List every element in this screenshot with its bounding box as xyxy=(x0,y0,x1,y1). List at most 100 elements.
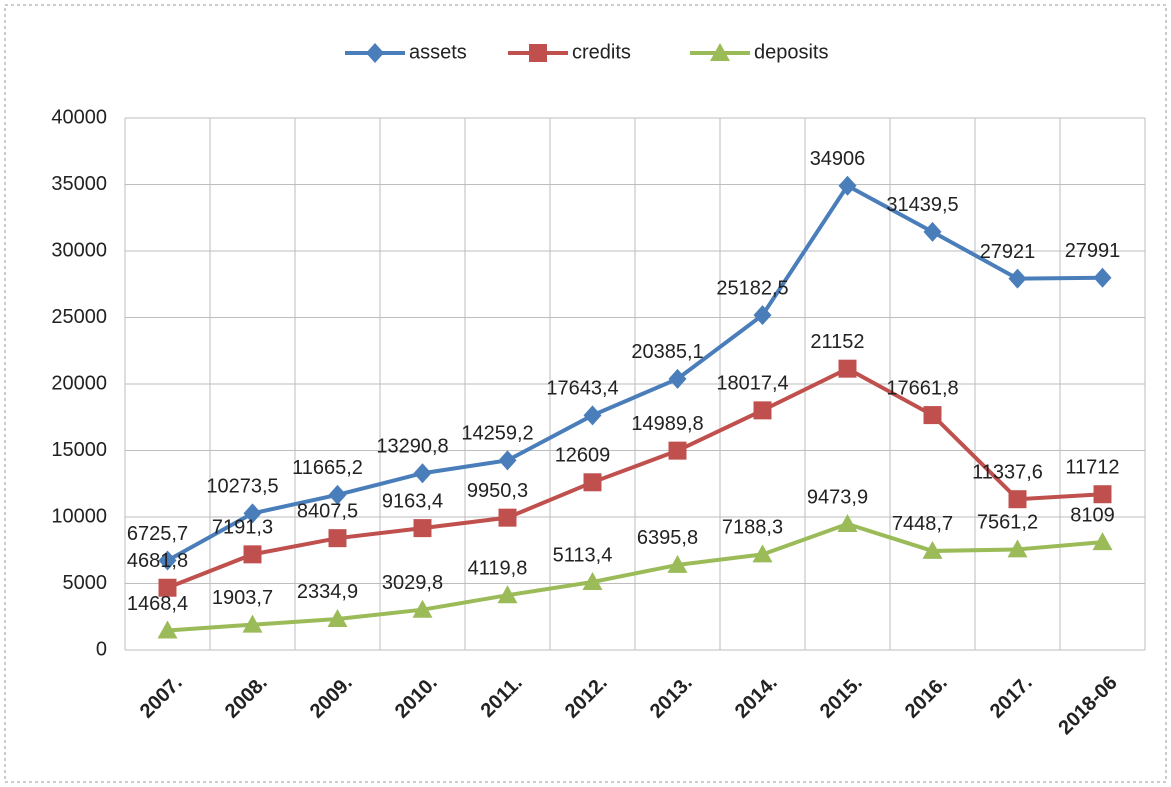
marker xyxy=(157,620,178,639)
marker xyxy=(366,43,384,63)
marker xyxy=(582,571,603,590)
marker xyxy=(413,463,432,484)
data-label: 21152 xyxy=(810,331,864,353)
data-label: 5113,4 xyxy=(553,544,613,566)
marker xyxy=(412,599,433,618)
data-label: 7561,2 xyxy=(977,512,1038,534)
legend-label: deposits xyxy=(754,41,829,63)
y-tick-label: 30000 xyxy=(51,239,107,261)
marker xyxy=(158,550,177,571)
data-label: 9950,3 xyxy=(467,480,528,502)
data-label: 14259,2 xyxy=(461,423,533,445)
data-label: 8407,5 xyxy=(297,500,358,522)
data-label: 9473,9 xyxy=(807,486,868,508)
y-tick-label: 40000 xyxy=(51,106,107,128)
data-label: 13290,8 xyxy=(376,436,448,458)
marker xyxy=(583,405,602,426)
data-label: 14989,8 xyxy=(631,413,703,435)
marker xyxy=(923,221,942,242)
marker xyxy=(837,513,858,532)
marker xyxy=(667,554,688,573)
data-label: 4119,8 xyxy=(468,557,528,579)
data-label: 2334,9 xyxy=(297,581,358,603)
marker xyxy=(668,441,687,460)
data-label: 9163,4 xyxy=(382,490,443,512)
marker xyxy=(242,614,263,633)
data-label: 7191,3 xyxy=(212,517,273,539)
x-tick-label: 2015. xyxy=(816,672,867,723)
series-line xyxy=(167,521,1103,633)
marker xyxy=(922,540,943,559)
data-label: 20385,1 xyxy=(631,341,703,363)
marker xyxy=(583,473,602,492)
series-line xyxy=(166,366,1103,590)
x-tick-label: 2017. xyxy=(986,672,1037,723)
data-label: 10273,5 xyxy=(206,476,278,498)
marker xyxy=(753,305,772,326)
data-label: 6395,8 xyxy=(637,527,698,549)
x-tick-label: 2014. xyxy=(731,672,782,723)
marker xyxy=(158,578,177,597)
marker xyxy=(498,450,517,471)
x-tick-label: 2018-06 xyxy=(1054,672,1121,739)
data-label: 17643,4 xyxy=(546,378,618,400)
frame xyxy=(4,4,1167,783)
x-tick-label: 2012. xyxy=(561,672,612,723)
data-label: 27991 xyxy=(1065,240,1121,262)
y-tick-label: 10000 xyxy=(51,505,107,527)
x-tick-label: 2007. xyxy=(136,672,187,723)
x-tick-label: 2016. xyxy=(901,672,952,723)
marker xyxy=(668,368,687,389)
marker xyxy=(838,175,857,196)
data-label: 18017,4 xyxy=(716,373,788,395)
data-label: 17661,8 xyxy=(886,377,958,399)
data-label: 31439,5 xyxy=(886,194,958,216)
marker xyxy=(1093,267,1112,288)
x-tick-label: 2013. xyxy=(646,672,697,723)
marker xyxy=(413,519,432,538)
data-label: 11665,2 xyxy=(292,457,363,479)
y-tick-label: 5000 xyxy=(63,572,108,594)
marker xyxy=(838,359,857,378)
marker xyxy=(498,508,517,527)
data-label: 27921 xyxy=(980,241,1036,263)
marker xyxy=(923,406,942,425)
data-label: 7448,7 xyxy=(892,513,953,535)
marker xyxy=(710,43,730,61)
data-label: 12609 xyxy=(555,445,611,467)
data-label: 6725,7 xyxy=(127,523,188,545)
marker xyxy=(752,544,773,563)
marker xyxy=(327,608,348,627)
x-tick-label: 2010. xyxy=(391,672,442,723)
data-label: 4681,8 xyxy=(127,550,188,572)
marker xyxy=(753,401,772,420)
y-tick-label: 35000 xyxy=(51,173,107,195)
marker xyxy=(243,503,262,524)
data-label: 34906 xyxy=(810,148,866,170)
marker xyxy=(529,44,547,62)
y-tick-label: 0 xyxy=(96,638,107,660)
data-label: 1903,7 xyxy=(212,587,273,609)
data-label: 3029,8 xyxy=(382,572,443,594)
marker xyxy=(243,545,262,564)
data-label: 11712 xyxy=(1065,457,1119,479)
x-tick-label: 2009. xyxy=(306,672,357,723)
y-tick-label: 20000 xyxy=(51,372,107,394)
y-tick-label: 25000 xyxy=(51,306,107,328)
data-label: 11337,6 xyxy=(972,461,1043,483)
data-label: 8109 xyxy=(1070,504,1115,526)
data-label: 25182,5 xyxy=(716,277,788,299)
marker xyxy=(1008,268,1027,289)
marker xyxy=(1093,485,1112,504)
x-tick-label: 2011. xyxy=(477,672,527,722)
marker xyxy=(497,585,518,604)
data-label: 1468,4 xyxy=(127,593,188,615)
data-label: 7188,3 xyxy=(722,517,783,539)
marker xyxy=(1008,490,1027,509)
series-line xyxy=(166,183,1103,563)
x-tick-label: 2008. xyxy=(221,672,272,723)
legend-label: credits xyxy=(572,41,631,63)
marker xyxy=(328,529,347,548)
